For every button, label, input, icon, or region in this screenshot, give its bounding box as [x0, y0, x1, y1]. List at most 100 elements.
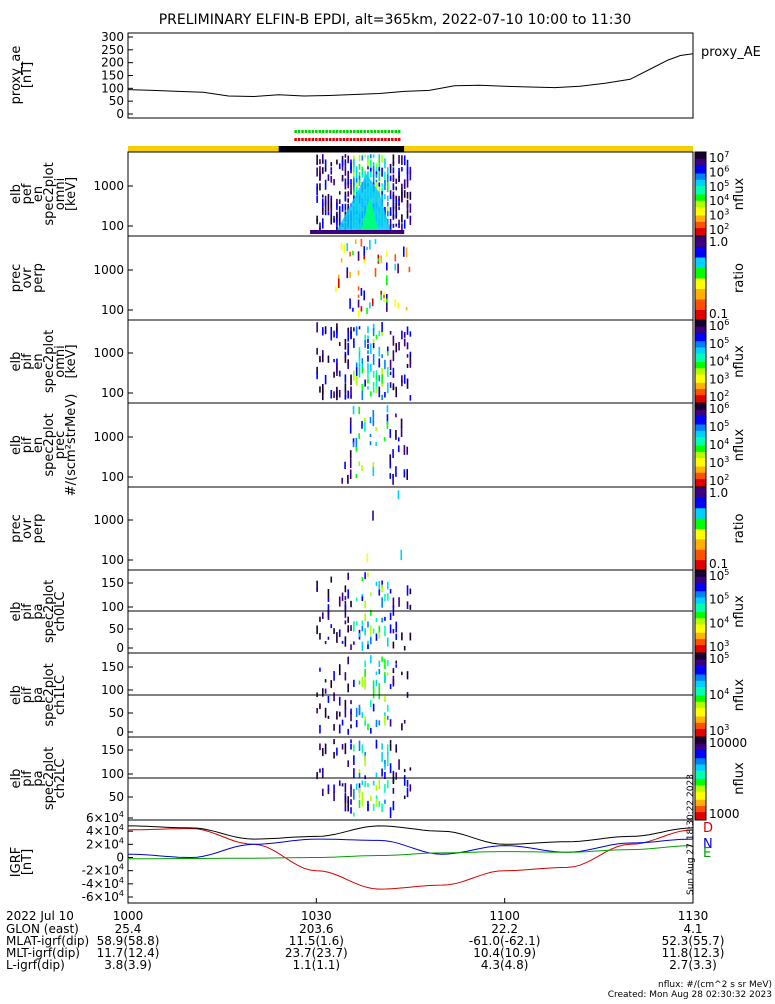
ch1lc-cell — [378, 668, 381, 675]
time-tick-label: 1000 — [113, 909, 144, 923]
pef-omni-cell — [319, 159, 321, 165]
ch2lc-ylabel-line: elb — [9, 769, 24, 789]
prec-ovr-perp-a-cell — [335, 286, 337, 292]
pef-omni-colorbar-segment — [695, 191, 706, 195]
pef-omni-colorbar-tick: 102 — [709, 222, 729, 237]
pif-omni-cell — [344, 394, 347, 399]
pif-prec-cell — [352, 438, 355, 444]
ch2lc-colorbar-segment — [695, 782, 706, 786]
ch0lc-cells — [316, 572, 412, 651]
pif-prec-cell — [352, 442, 355, 448]
pef-omni-cell — [406, 167, 409, 175]
prec-ovr-perp-a-colorbar-segment — [695, 282, 706, 285]
pif-omni-cell — [372, 354, 375, 365]
pif-omni-cell — [386, 370, 389, 377]
prec-ovr-perp-a-colorbar-segment — [695, 315, 706, 319]
science-zone-marker — [359, 130, 363, 133]
ch0lc-colorbar-segment — [695, 628, 706, 631]
pef-omni-cell — [355, 186, 358, 191]
pef-omni-cell — [389, 163, 392, 174]
ch0lc-cell — [361, 596, 364, 601]
ch1lc-cell — [389, 719, 392, 727]
pef-omni-colorbar-segment — [695, 181, 706, 184]
prec-ovr-perp-b-colorbar-segment — [695, 559, 706, 563]
science-zone-marker — [387, 130, 391, 133]
pif-omni-cell — [370, 391, 372, 397]
pef-omni-ylabel-line: [keV] — [64, 177, 79, 211]
prec-ovr-perp-a-cell — [397, 302, 399, 309]
pif-prec-colorbar-segment — [695, 476, 706, 480]
ch1lc-cell — [338, 696, 341, 706]
ch0lc-cell — [319, 616, 321, 622]
prec-ovr-perp-b-colorbar-segment — [695, 505, 706, 509]
prec-ovr-perp-a-colorbar-segment — [695, 303, 706, 306]
ch0lc-cell — [350, 600, 352, 608]
ch1lc-colorbar-segment — [695, 657, 706, 660]
proxy-ae-axis-tick-label: 200 — [101, 56, 124, 70]
pif-omni-cell — [409, 351, 412, 356]
pef-omni-cell — [367, 166, 369, 170]
pef-omni-cell — [372, 174, 375, 185]
prec-ovr-perp-a-cell — [360, 306, 363, 312]
ch1lc-colorbar-segment — [695, 661, 706, 664]
pif-prec-cell — [389, 473, 392, 479]
ch0lc-colorbar-segment — [695, 626, 706, 629]
pef-omni-cell — [409, 170, 412, 181]
pef-omni-cell — [392, 178, 395, 182]
pif-prec-colorbar-segment — [695, 430, 706, 433]
science-zone-marker — [349, 138, 353, 141]
science-zone-marker — [346, 130, 349, 133]
science-zone-marker — [335, 138, 339, 141]
prec-ovr-perp-b-colorbar-segment — [695, 516, 706, 519]
pif-prec-colorbar-segment — [695, 451, 706, 454]
ch2lc-cell — [358, 768, 361, 775]
prec-ovr-perp-a-cell — [408, 266, 411, 273]
pef-omni-cell — [401, 183, 403, 192]
ch0lc-cell — [333, 628, 335, 634]
pef-omni-cell — [392, 186, 395, 191]
ch0lc-colorbar-segment — [695, 607, 706, 610]
pef-omni-cell — [375, 166, 378, 176]
pif-prec-colorbar-segment — [695, 484, 706, 488]
ch2lc-colorbar-segment — [695, 745, 706, 748]
prec-ovr-perp-b-cell — [366, 553, 369, 563]
pif-omni-cell — [344, 374, 347, 383]
pef-omni-cell — [355, 166, 358, 177]
science-zone-marker — [391, 138, 394, 141]
pif-omni-cell — [344, 354, 347, 363]
pif-prec-colorbar-segment — [695, 417, 706, 421]
prec-ovr-perp-b-colorbar-segment — [695, 489, 706, 492]
ch0lc-cell — [386, 593, 389, 601]
pif-prec-cell — [372, 409, 375, 417]
ch2lc-cell — [364, 775, 366, 780]
pif-prec-colorbar-segment — [695, 466, 706, 469]
proxy-ae-panel — [127, 32, 694, 119]
pef-omni-cell — [403, 219, 406, 229]
ch2lc-colorbar-segment — [695, 772, 706, 775]
ch2lc-colorbar-segment — [695, 774, 706, 777]
prec-ovr-perp-a-cell — [346, 243, 349, 252]
prec-ovr-perp-a-colorbar-segment — [695, 309, 706, 313]
pif-omni-colorbar-segment — [695, 380, 706, 383]
prec-ovr-perp-a-colorbar-label: ratio — [732, 263, 747, 293]
ch2lc-colorbar-segment — [695, 788, 706, 792]
prec-ovr-perp-b-colorbar-segment — [695, 530, 706, 534]
pif-omni-cell — [358, 351, 361, 361]
prec-ovr-perp-a-colorbar-segment — [695, 313, 706, 317]
pef-omni-colorbar-segment — [695, 170, 706, 174]
pef-omni-cell — [401, 167, 403, 172]
ch1lc-cell — [338, 724, 341, 734]
pif-omni-ylabel-line: pif — [20, 353, 35, 370]
pif-omni-cell — [333, 330, 335, 338]
pif-omni-cell — [386, 382, 389, 394]
ch0lc-cell — [392, 629, 395, 634]
igrf-ylabel-line: IGRF — [9, 847, 24, 877]
pif-omni-cell — [319, 358, 321, 363]
ch2lc-cell — [389, 740, 392, 744]
ch2lc-cell — [389, 743, 392, 751]
pif-omni-cell — [316, 322, 318, 333]
pef-omni-cell — [375, 171, 378, 175]
prec-ovr-perp-b-colorbar-segment — [695, 549, 706, 552]
pef-omni-cell — [321, 218, 324, 229]
pif-omni-cell — [347, 330, 350, 342]
